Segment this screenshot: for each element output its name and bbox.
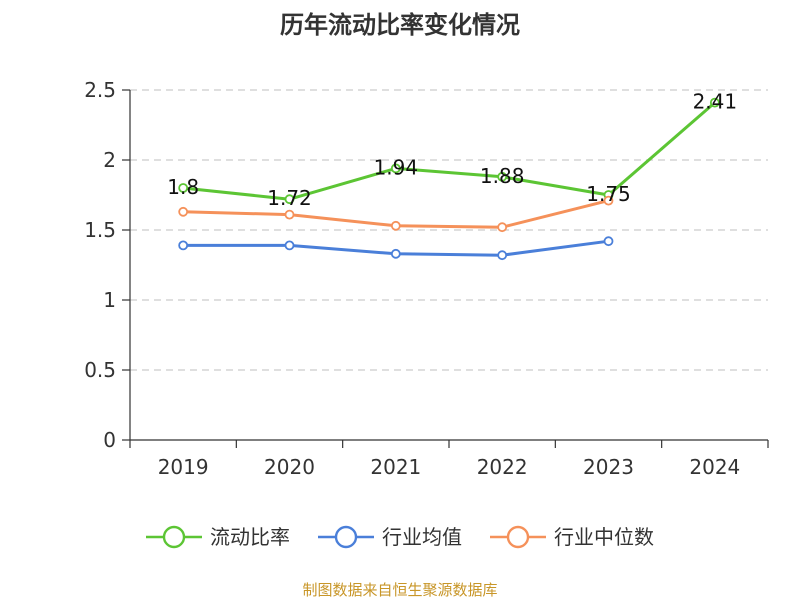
series-point-3[interactable]: [178, 206, 189, 217]
legend-marker: [506, 525, 530, 549]
axes: 0 0.5 1 1.5 2 2.5 2019 2020 2021 2022 2023 2024: [84, 78, 769, 479]
x-tick-label: 2020: [264, 455, 315, 479]
legend-item-3[interactable]: 行业中位数: [490, 525, 654, 549]
legend-marker: [162, 525, 186, 549]
y-tick-label: 0: [103, 428, 116, 452]
y-tick-label: 1.5: [84, 218, 116, 242]
series-point-2[interactable]: [603, 236, 614, 247]
data-label: 1.94: [374, 155, 419, 179]
legend: 流动比率 行业均值 行业中位数: [146, 525, 654, 549]
y-tick-label: 2: [103, 148, 116, 172]
legend-item-1[interactable]: 流动比率: [146, 525, 290, 549]
data-label: 1.75: [586, 182, 631, 206]
legend-label: 行业均值: [382, 525, 462, 549]
data-label: 1.8: [167, 175, 199, 199]
x-tick-label: 2022: [477, 455, 528, 479]
legend-marker: [334, 525, 358, 549]
series-line-1: [183, 101, 716, 201]
source-note: 制图数据来自恒生聚源数据库: [302, 581, 497, 599]
legend-label: 流动比率: [210, 525, 290, 549]
series-point-1[interactable]: [497, 171, 508, 182]
x-tick-label: 2021: [370, 455, 421, 479]
y-tick-label: 2.5: [84, 78, 116, 102]
data-label: 1.72: [267, 186, 312, 210]
series-point-2[interactable]: [497, 250, 508, 261]
series-point-3[interactable]: [390, 220, 401, 231]
series-point-1[interactable]: [284, 194, 295, 205]
series-point-2[interactable]: [390, 248, 401, 259]
series-point-3[interactable]: [497, 222, 508, 233]
series-group: [178, 97, 720, 261]
data-label: 1.88: [480, 164, 525, 188]
grid-lines: [130, 89, 768, 371]
series-point-1[interactable]: [178, 183, 189, 193]
y-tick-label: 1: [103, 288, 116, 312]
chart-title: 历年流动比率变化情况: [280, 11, 520, 39]
legend-label: 行业中位数: [554, 525, 654, 549]
series-point-3[interactable]: [603, 195, 614, 206]
legend-item-2[interactable]: 行业均值: [318, 525, 462, 549]
data-labels: 1.8 1.72 1.94 1.88 1.75 2.41: [167, 90, 737, 211]
y-tick-label: 0.5: [84, 358, 116, 382]
series-point-1[interactable]: [390, 163, 401, 174]
x-tick-label: 2024: [689, 455, 740, 479]
x-tick-label: 2023: [583, 455, 634, 479]
x-tick-label: 2019: [158, 455, 209, 479]
series-point-3[interactable]: [284, 209, 295, 220]
data-label: 2.41: [693, 90, 738, 114]
series-point-1[interactable]: [709, 97, 720, 108]
series-point-2[interactable]: [284, 240, 295, 251]
series-point-2[interactable]: [178, 240, 189, 251]
